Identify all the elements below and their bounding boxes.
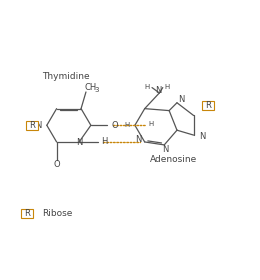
Text: H: H xyxy=(149,121,154,127)
Text: H: H xyxy=(144,84,150,90)
Text: O: O xyxy=(111,121,118,130)
Text: CH: CH xyxy=(85,83,97,92)
Text: N: N xyxy=(135,136,142,144)
Text: N: N xyxy=(199,132,206,141)
Text: N: N xyxy=(36,121,42,130)
Text: 3: 3 xyxy=(94,87,99,93)
Text: H: H xyxy=(125,122,130,128)
Text: Adenosine: Adenosine xyxy=(151,155,198,164)
Text: N: N xyxy=(178,95,184,104)
Text: R: R xyxy=(205,101,211,110)
Text: H: H xyxy=(164,84,170,90)
Text: O: O xyxy=(53,160,60,169)
FancyBboxPatch shape xyxy=(203,101,214,110)
Text: N: N xyxy=(76,138,82,148)
FancyBboxPatch shape xyxy=(21,209,33,218)
Text: H: H xyxy=(102,137,108,146)
Text: N: N xyxy=(155,87,161,95)
Text: Ribose: Ribose xyxy=(42,209,72,218)
Text: R: R xyxy=(29,121,35,130)
Text: R: R xyxy=(24,209,30,218)
Text: N: N xyxy=(162,145,168,154)
Text: Thymidine: Thymidine xyxy=(43,72,90,81)
FancyBboxPatch shape xyxy=(26,121,38,130)
